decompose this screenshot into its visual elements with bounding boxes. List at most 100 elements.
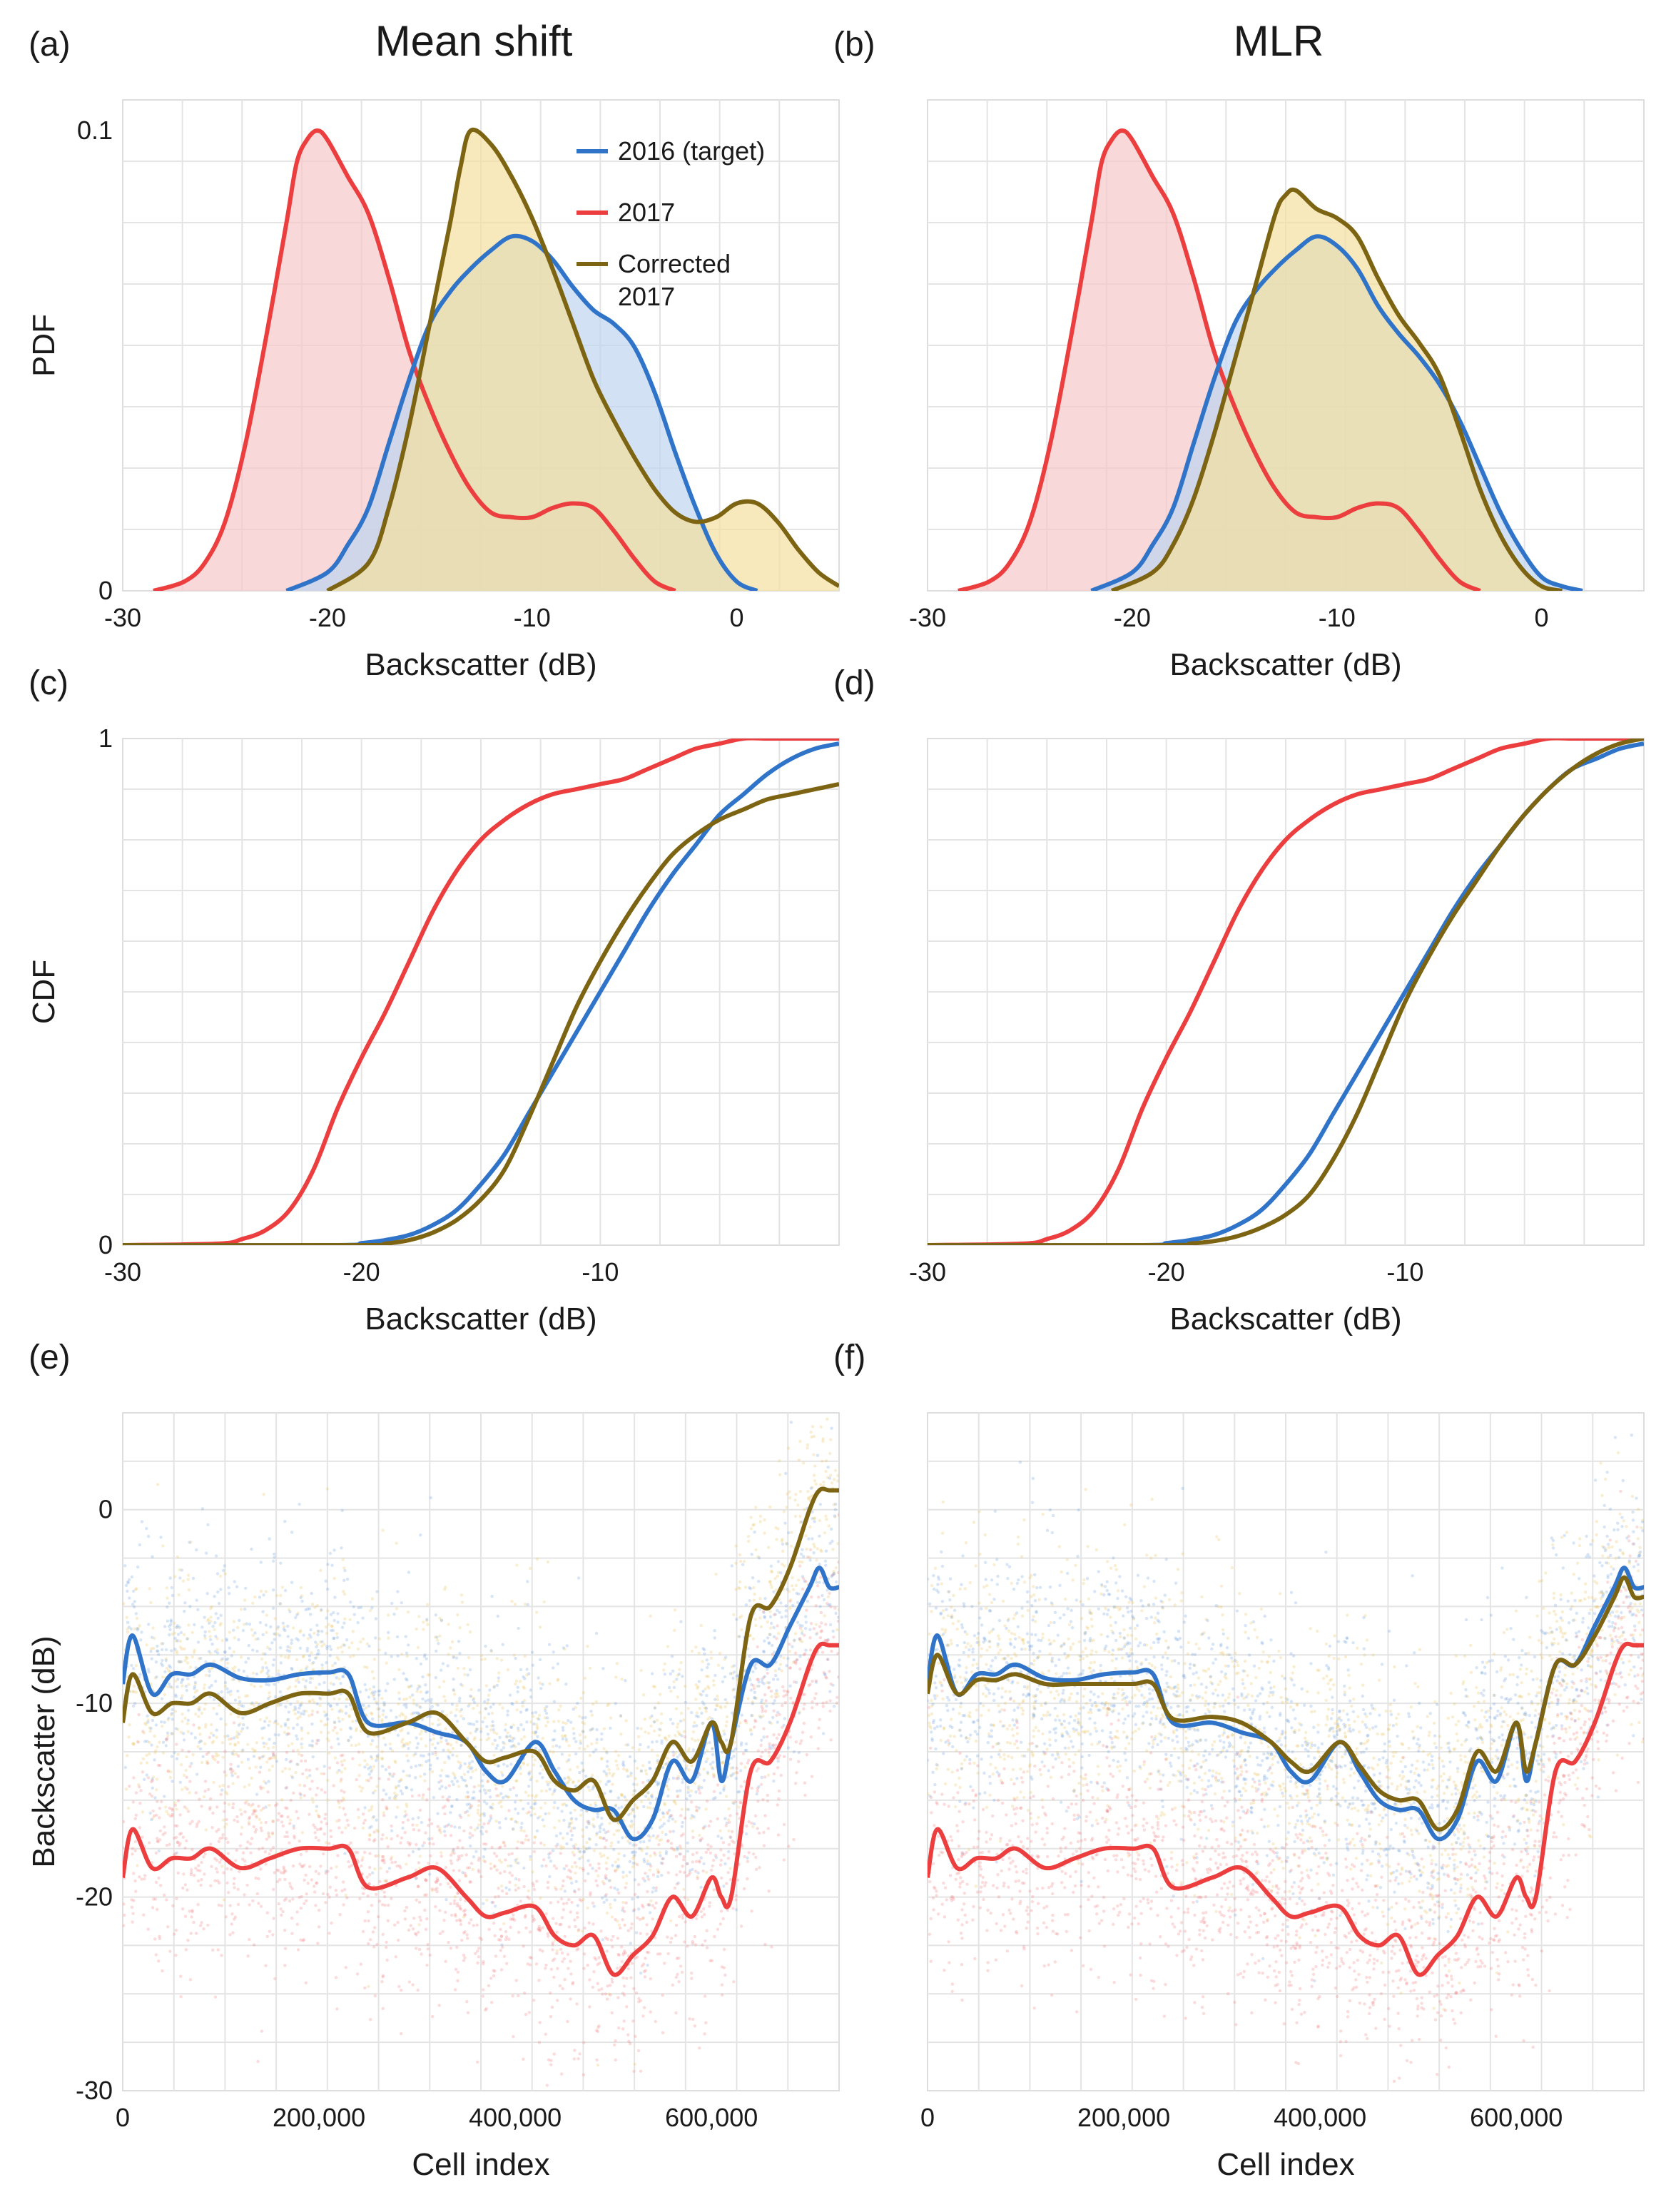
scatter-point: [447, 1623, 450, 1626]
scatter-point: [462, 1772, 467, 1776]
scatter-point: [606, 1830, 610, 1834]
scatter-point: [757, 1556, 761, 1560]
scatter-point: [192, 1723, 195, 1727]
scatter-point: [766, 1671, 769, 1675]
scatter-point: [495, 1683, 499, 1688]
scatter-point: [246, 1657, 250, 1660]
scatter-point: [519, 1841, 523, 1845]
scatter-point: [591, 1901, 595, 1905]
scatter-point: [186, 1722, 189, 1725]
scatter-point: [655, 1718, 659, 1722]
scatter-point: [532, 1850, 537, 1854]
scatter-point: [522, 1728, 526, 1732]
scatter-point: [272, 1588, 275, 1592]
scatter-point: [357, 1606, 360, 1610]
scatter-point: [417, 1705, 421, 1708]
scatter-point: [133, 1879, 137, 1883]
scatter-point: [819, 1401, 822, 1404]
scatter-point: [506, 1668, 510, 1672]
scatter-point: [296, 1948, 300, 1952]
scatter-point: [482, 1902, 485, 1905]
scatter-point: [454, 1912, 457, 1917]
scatter-point: [479, 1874, 483, 1879]
scatter-point: [213, 1628, 216, 1632]
scatter-point: [695, 1724, 699, 1728]
scatter-point: [284, 1806, 288, 1810]
scatter-point: [591, 1785, 596, 1789]
scatter-point: [176, 1633, 181, 1636]
scatter-point: [434, 1750, 437, 1755]
scatter-point: [390, 1601, 394, 1605]
scatter-point: [189, 1932, 193, 1935]
scatter-point: [734, 1898, 738, 1902]
scatter-point: [220, 1836, 224, 1840]
scatter-point: [675, 1873, 679, 1877]
scatter-point: [179, 1730, 183, 1734]
scatter-point: [748, 1587, 753, 1590]
scatter-point: [686, 1785, 690, 1789]
scatter-point: [801, 1624, 804, 1628]
scatter-point: [508, 1735, 512, 1738]
scatter-point: [542, 1600, 546, 1604]
scatter-point: [407, 1685, 410, 1689]
scatter-point: [691, 1830, 694, 1833]
scatter-point: [170, 1807, 174, 1811]
scatter-point: [740, 1614, 743, 1618]
scatter-point: [564, 1683, 568, 1686]
scatter-point: [197, 1715, 200, 1718]
scatter-point: [339, 1645, 343, 1649]
scatter-point: [245, 1726, 249, 1730]
scatter-point: [155, 1675, 158, 1679]
scatter-point: [574, 1785, 577, 1788]
scatter-point: [337, 1677, 341, 1681]
scatter-point: [644, 1769, 648, 1772]
scatter-point: [433, 1887, 437, 1892]
scatter-point: [709, 1959, 712, 1963]
scatter-point: [308, 1658, 312, 1662]
scatter-point: [572, 1780, 575, 1784]
scatter-point: [345, 1705, 348, 1708]
scatter-point: [476, 1826, 479, 1830]
scatter-point: [176, 1639, 180, 1643]
scatter-point: [196, 1640, 200, 1644]
scatter-point: [699, 1885, 703, 1889]
scatter-point: [663, 1673, 667, 1676]
scatter-point: [276, 1702, 280, 1706]
scatter-point: [148, 1792, 152, 1796]
scatter-point: [588, 1754, 592, 1757]
scatter-point: [212, 1780, 215, 1785]
scatter-point: [567, 1758, 571, 1762]
scatter-point: [432, 1737, 436, 1740]
scatter-point: [720, 1750, 724, 1754]
scatter-point: [582, 2041, 586, 2044]
scatter-point: [697, 1806, 701, 1810]
scatter-point: [634, 1957, 637, 1960]
scatter-point: [511, 1994, 514, 1998]
scatter-point: [402, 1698, 406, 1701]
scatter-point: [386, 1919, 390, 1922]
scatter-point: [792, 1837, 796, 1842]
scatter-point: [649, 1865, 653, 1868]
scatter-point: [506, 1709, 509, 1713]
scatter-point: [363, 1986, 367, 1990]
scatter-point: [253, 1685, 256, 1688]
scatter-point: [156, 1840, 159, 1843]
scatter-point: [678, 1852, 681, 1856]
scatter-point: [170, 1755, 174, 1758]
scatter-point: [552, 1720, 556, 1723]
scatter-point: [767, 1685, 771, 1690]
scatter-point: [404, 1785, 408, 1790]
scatter-point: [576, 1904, 579, 1907]
scatter-point: [578, 1715, 581, 1718]
scatter-point: [219, 1792, 223, 1796]
scatter-point: [308, 1743, 312, 1747]
scatter-point: [823, 1673, 827, 1677]
scatter-point: [449, 1902, 452, 1906]
scatter-point: [721, 1680, 725, 1683]
scatter-point: [504, 1723, 507, 1727]
scatter-point: [442, 1680, 446, 1683]
scatter-point: [691, 1748, 696, 1752]
scatter-point: [173, 1648, 177, 1651]
scatter-point: [189, 1872, 193, 1877]
scatter-point: [458, 1710, 462, 1713]
